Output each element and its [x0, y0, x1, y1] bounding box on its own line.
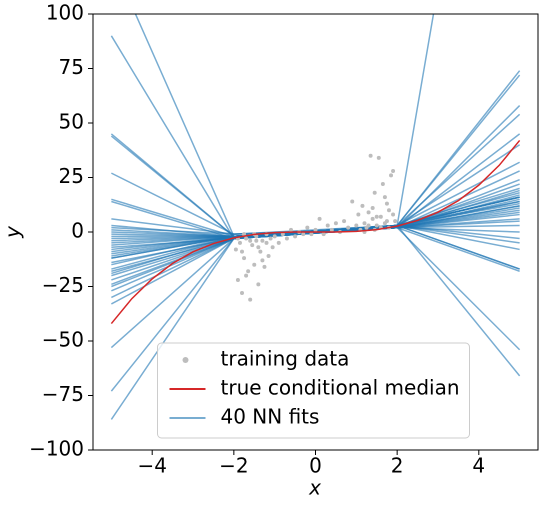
data-point	[370, 206, 375, 211]
data-point	[254, 238, 259, 243]
y-tick-label: −50	[42, 328, 84, 352]
legend-label: true conditional median	[221, 376, 460, 400]
legend: training data true conditional median 40 N…	[157, 342, 470, 439]
data-point	[354, 223, 359, 228]
data-point	[370, 216, 375, 221]
data-point	[360, 203, 365, 208]
data-point	[382, 195, 387, 200]
data-point	[366, 223, 371, 228]
data-point	[366, 210, 371, 215]
data-point	[244, 236, 249, 241]
data-point	[284, 236, 289, 241]
x-tick-label: −2	[219, 454, 248, 478]
data-point	[293, 234, 298, 239]
data-point	[325, 223, 330, 228]
data-point	[264, 240, 269, 245]
y-tick-label: −25	[42, 273, 84, 297]
data-point	[384, 201, 389, 206]
data-point	[233, 247, 238, 252]
data-point	[374, 223, 379, 228]
data-point	[389, 173, 394, 178]
data-point	[256, 245, 261, 250]
data-point	[321, 232, 326, 237]
y-tick-label: 100	[46, 1, 84, 25]
data-point	[258, 249, 263, 254]
data-point	[393, 219, 398, 224]
x-tick-label: 0	[309, 454, 322, 478]
data-point	[333, 221, 338, 226]
x-axis-label: x	[308, 476, 321, 500]
y-tick-label: −100	[29, 437, 84, 461]
data-point	[280, 232, 285, 237]
data-point	[270, 245, 275, 250]
data-point	[391, 168, 396, 173]
data-point	[386, 208, 391, 213]
data-point	[248, 238, 253, 243]
data-point	[317, 216, 322, 221]
data-point	[362, 221, 367, 226]
y-tick-label: 50	[59, 110, 84, 134]
data-point	[380, 182, 385, 187]
x-tick-label: 2	[391, 454, 404, 478]
y-tick-label: 25	[59, 164, 84, 188]
axes: −4 −2 0 2 4 −100 −75 −50 −25 0 25 50 75 100	[29, 1, 485, 478]
legend-label: training data	[221, 347, 350, 371]
y-axis-label: y	[1, 225, 25, 239]
plot-area	[110, 14, 521, 420]
data-point	[246, 269, 251, 274]
data-point	[235, 277, 240, 282]
data-point	[378, 214, 383, 219]
data-point	[313, 227, 318, 232]
data-point	[260, 258, 265, 263]
x-tick-label: −4	[137, 454, 166, 478]
x-tick-label: 4	[472, 454, 485, 478]
data-point	[240, 291, 245, 296]
data-point	[237, 240, 242, 245]
data-point	[368, 153, 373, 158]
data-point	[268, 236, 273, 241]
legend-marker	[182, 357, 189, 363]
data-point	[301, 232, 306, 237]
data-point	[356, 212, 361, 217]
data-point	[342, 219, 347, 224]
data-point	[309, 232, 314, 237]
y-tick-label: 75	[59, 55, 84, 79]
data-point	[391, 212, 396, 217]
data-point	[266, 253, 271, 258]
fit-line	[111, 178, 520, 272]
y-tick-label: 0	[71, 219, 84, 243]
legend-label: 40 NN fits	[221, 405, 320, 429]
data-point	[272, 234, 277, 239]
data-point	[289, 227, 294, 232]
data-point	[244, 273, 249, 278]
data-point	[248, 297, 253, 302]
data-point	[329, 227, 334, 232]
data-point	[262, 264, 267, 269]
data-point	[305, 225, 310, 230]
data-point	[276, 240, 281, 245]
data-point	[346, 225, 351, 230]
data-point	[260, 238, 265, 243]
data-point	[256, 282, 261, 287]
y-tick-label: −75	[42, 382, 84, 406]
data-point	[242, 232, 247, 237]
legend-box	[157, 342, 470, 439]
data-point	[252, 262, 257, 267]
data-point	[372, 190, 377, 195]
data-point	[374, 214, 379, 219]
data-point	[250, 243, 255, 248]
data-point	[376, 155, 381, 160]
data-point	[384, 219, 389, 224]
data-point	[242, 256, 247, 261]
data-point	[350, 199, 355, 204]
data-point	[240, 249, 245, 254]
median-line	[110, 139, 521, 325]
